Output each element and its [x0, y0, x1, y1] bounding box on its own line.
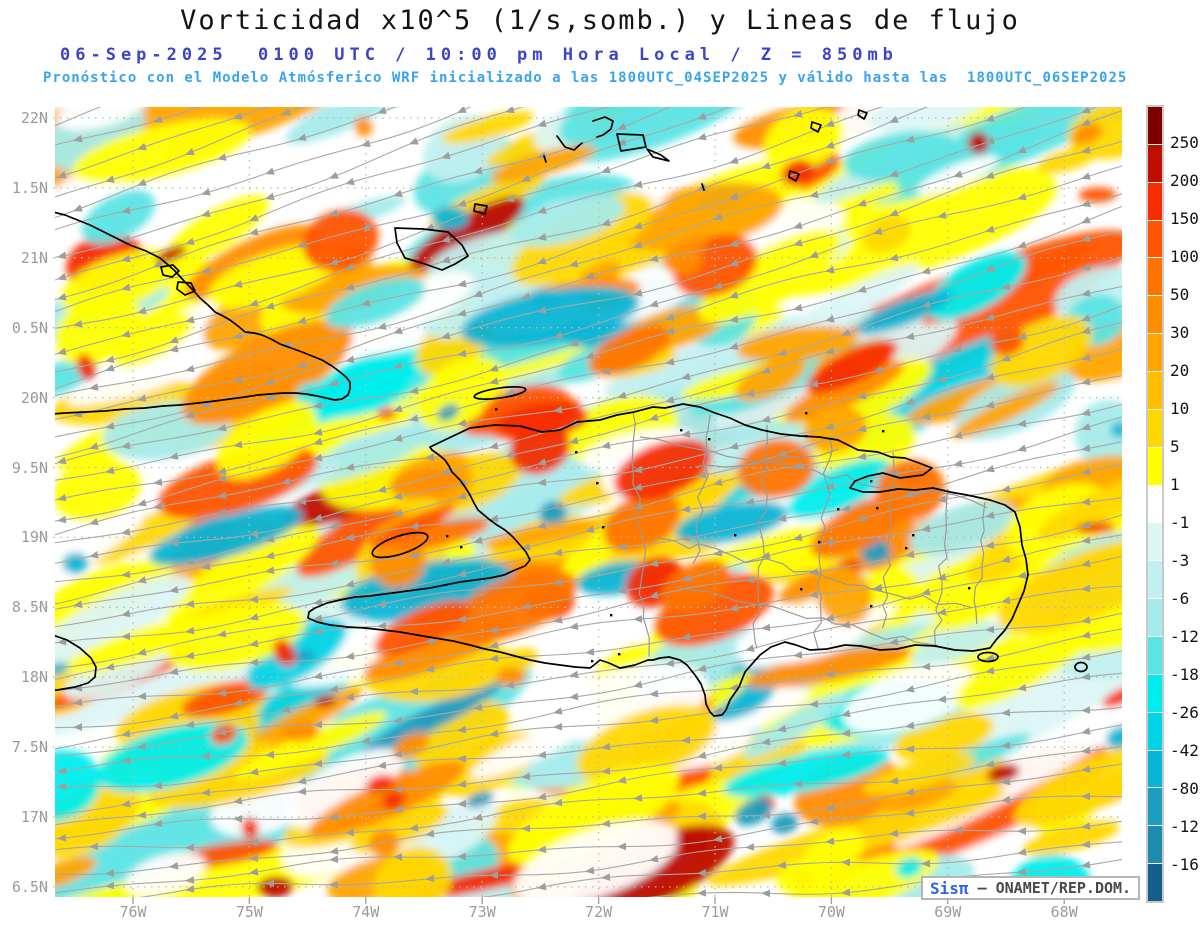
colorbar-segment — [1148, 825, 1162, 864]
lat-tick-label: 8.5N — [11, 598, 48, 617]
colorbar-segment — [1148, 598, 1162, 637]
coastlines — [55, 109, 1088, 717]
lat-tick-label: 9.5N — [11, 458, 48, 477]
colorbar-segment — [1148, 863, 1162, 902]
lat-tick-label: 17N — [20, 808, 48, 826]
colorbar-segment — [1148, 787, 1162, 826]
lon-tick-label: 69W — [934, 903, 962, 921]
lat-tick-label: 20N — [20, 388, 48, 407]
watermark: Sisπ – ONAMET/REP.DOM. — [921, 876, 1141, 900]
lon-tick-label: 68W — [1050, 903, 1078, 921]
colorbar-segment — [1148, 107, 1162, 144]
lat-tick-label: 0.5N — [11, 318, 48, 337]
lat-tick-label: 22N — [20, 109, 48, 127]
station-specks — [446, 408, 971, 663]
colorbar-segment — [1148, 219, 1162, 258]
separator-dash: – — [977, 879, 996, 897]
lat-tick-label: 21N — [20, 248, 48, 267]
colorbar-segment — [1148, 749, 1162, 788]
colorbar-tick-label: -6 — [1170, 589, 1190, 608]
colorbar-segment — [1148, 295, 1162, 334]
colorbar-segment — [1148, 560, 1162, 599]
lon-tick-label: 70W — [817, 903, 845, 921]
lat-tick-label: 19N — [20, 528, 48, 547]
colorbar-tick-label: -18 — [1170, 665, 1199, 684]
colorbar-tick-label: 30 — [1170, 323, 1190, 342]
colorbar-segment — [1148, 257, 1162, 296]
colorbar-tick-label: -120 — [1170, 817, 1200, 836]
brand-label: Sisπ — [930, 878, 969, 898]
lat-tick-label: 18N — [20, 668, 48, 687]
lon-tick-label: 74W — [352, 903, 380, 921]
colorbar-tick-label: -42 — [1170, 741, 1199, 760]
colorbar-segment — [1148, 711, 1162, 750]
colorbar-segment — [1148, 408, 1162, 447]
colorbar-tick-label: -160 — [1170, 855, 1200, 874]
lat-tick-label: 6.5N — [11, 877, 48, 896]
colorbar — [1146, 105, 1164, 903]
province-borders — [631, 411, 988, 657]
lon-tick-label: 71W — [701, 903, 729, 921]
colorbar-tick-label: 20 — [1170, 361, 1190, 380]
lat-tick-label: 1.5N — [11, 178, 48, 197]
vorticity-streamline-map — [32, 107, 1122, 904]
colorbar-segment — [1148, 446, 1162, 485]
colorbar-tick-label: 100 — [1170, 247, 1199, 266]
colorbar-segment — [1148, 181, 1162, 220]
colorbar-tick-label: -12 — [1170, 627, 1199, 646]
colorbar-tick-label: 150 — [1170, 209, 1199, 228]
colorbar-tick-label: 5 — [1170, 437, 1180, 456]
colorbar-segment — [1148, 673, 1162, 712]
colorbar-segment — [1148, 143, 1162, 182]
page-title: Vorticidad x10^5 (1/s,somb.) y Lineas de… — [180, 5, 1020, 36]
lon-tick-label: 72W — [585, 903, 613, 921]
lon-tick-label: 76W — [119, 903, 147, 921]
map-canvas — [32, 107, 1122, 904]
colorbar-tick-label: -80 — [1170, 779, 1199, 798]
colorbar-tick-label: -26 — [1170, 703, 1199, 722]
colorbar-segment — [1148, 484, 1162, 523]
colorbar-tick-label: 50 — [1170, 285, 1190, 304]
colorbar-tick-label: 250 — [1170, 133, 1199, 152]
model-run-note: Pronóstico con el Modelo Atmósferico WRF… — [43, 70, 1128, 86]
lon-tick-label: 73W — [468, 903, 496, 921]
org-label: ONAMET/REP.DOM. — [995, 879, 1132, 897]
colorbar-tick-label: -1 — [1170, 513, 1190, 532]
lon-tick-label: 75W — [235, 903, 263, 921]
colorbar-tick-label: -3 — [1170, 551, 1190, 570]
lat-tick-label: 7.5N — [11, 738, 48, 757]
colorbar-segment — [1148, 636, 1162, 674]
valid-time-subtitle: 06-Sep-2025 0100 UTC / 10:00 pm Hora Loc… — [60, 45, 898, 65]
colorbar-segment — [1148, 522, 1162, 561]
colorbar-tick-label: 10 — [1170, 399, 1190, 418]
colorbar-segment — [1148, 333, 1162, 372]
colorbar-tick-label: 1 — [1170, 475, 1180, 494]
colorbar-segment — [1148, 371, 1162, 409]
colorbar-tick-label: 200 — [1170, 171, 1199, 190]
